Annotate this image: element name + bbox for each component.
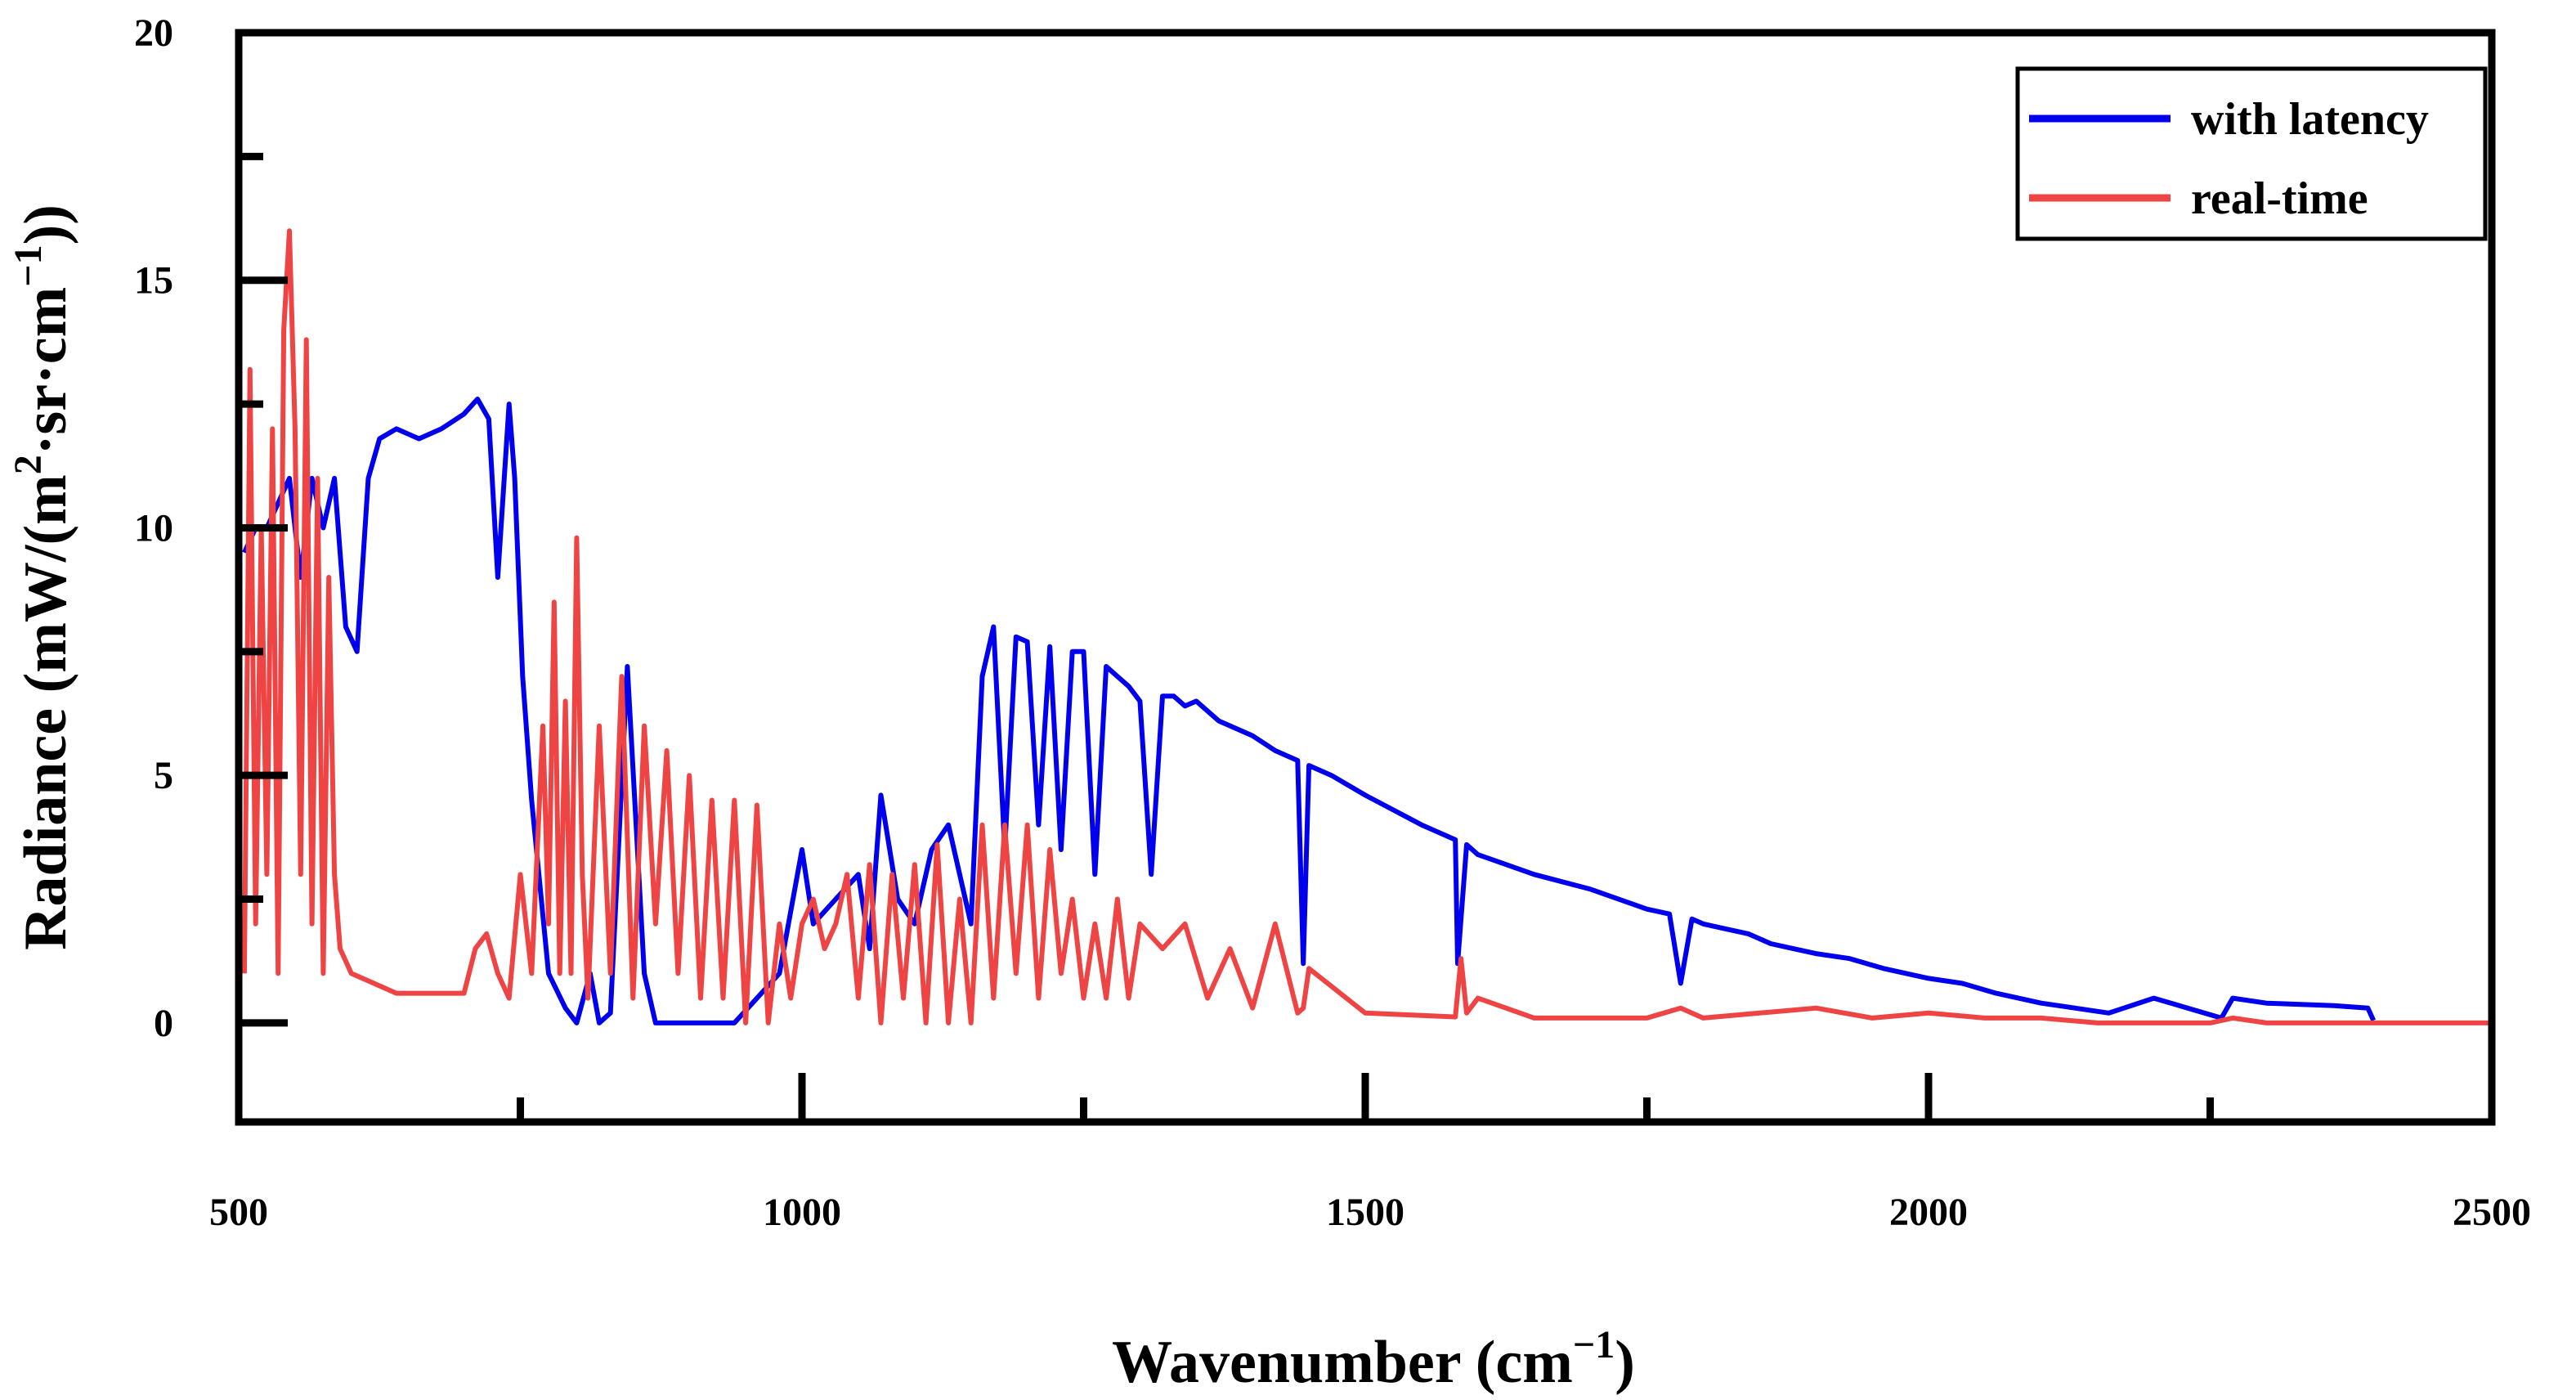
x-tick-label-2500: 2500: [2453, 1191, 2531, 1234]
y-axis-title: Radiance (mW/(m2·sr·cm−1)): [7, 204, 79, 950]
x-tick-label-1500: 1500: [1326, 1191, 1404, 1234]
legend: with latency real-time: [2015, 66, 2488, 241]
y-tick-label-10: 10: [134, 506, 173, 550]
series-with-latency-line: [242, 397, 2377, 1025]
ticks-layer: [239, 152, 2214, 1122]
legend-label-with-latency: with latency: [2191, 94, 2429, 145]
legend-box: [2015, 66, 2488, 241]
series-real-time-line: [241, 228, 2492, 1025]
x-tick-label-1000: 1000: [763, 1191, 841, 1234]
y-tick-label-15: 15: [134, 259, 173, 303]
x-tick-label-2000: 2000: [1889, 1191, 1968, 1234]
x-axis-title: Wavenumber (cm−1): [1112, 1323, 1635, 1396]
tick-labels: 500 1000 1500 2000 2500 0 5 10 15 20: [134, 11, 2531, 1234]
y-tick-label-5: 5: [154, 754, 173, 797]
legend-label-real-time: real-time: [2191, 173, 2368, 224]
series-layer: [241, 228, 2492, 1025]
y-tick-label-0: 0: [154, 1002, 173, 1045]
x-tick-label-500: 500: [209, 1191, 268, 1234]
y-tick-label-20: 20: [134, 11, 173, 55]
